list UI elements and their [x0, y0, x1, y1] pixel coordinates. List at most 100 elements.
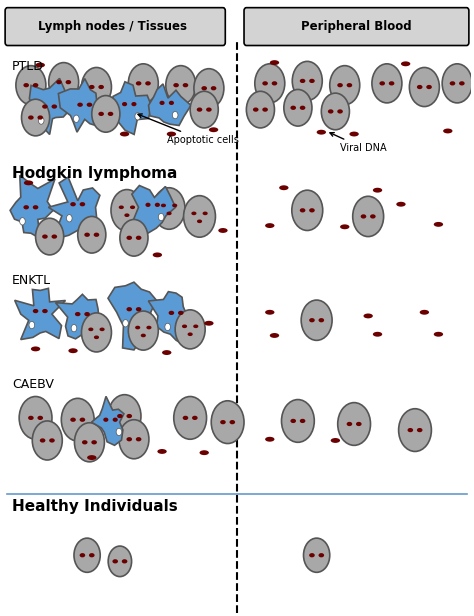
Ellipse shape [337, 83, 343, 87]
Circle shape [292, 190, 323, 230]
Circle shape [92, 95, 120, 132]
Ellipse shape [328, 109, 334, 113]
Ellipse shape [317, 130, 326, 135]
Circle shape [78, 216, 106, 253]
Circle shape [120, 219, 148, 256]
Circle shape [330, 66, 360, 105]
Polygon shape [58, 79, 104, 132]
Polygon shape [148, 291, 193, 346]
Ellipse shape [52, 105, 57, 108]
Circle shape [173, 111, 178, 119]
Ellipse shape [98, 85, 104, 89]
Ellipse shape [346, 83, 352, 87]
Ellipse shape [141, 334, 146, 338]
Ellipse shape [396, 202, 406, 206]
Text: Peripheral Blood: Peripheral Blood [301, 20, 412, 33]
Ellipse shape [98, 111, 104, 116]
Ellipse shape [135, 326, 140, 330]
Text: Healthy Individuals: Healthy Individuals [12, 499, 178, 514]
Circle shape [337, 403, 371, 445]
Ellipse shape [379, 81, 385, 86]
Circle shape [21, 99, 50, 136]
Circle shape [158, 213, 164, 221]
Ellipse shape [167, 132, 176, 137]
Circle shape [123, 320, 128, 327]
Ellipse shape [42, 235, 48, 239]
Circle shape [255, 64, 285, 103]
Ellipse shape [89, 553, 95, 557]
Ellipse shape [124, 213, 129, 217]
Ellipse shape [262, 81, 268, 86]
Ellipse shape [37, 416, 43, 420]
Ellipse shape [270, 60, 279, 65]
Ellipse shape [130, 206, 135, 209]
Ellipse shape [112, 559, 118, 564]
Ellipse shape [417, 85, 422, 89]
Ellipse shape [220, 420, 226, 424]
Ellipse shape [122, 559, 128, 564]
Ellipse shape [229, 420, 235, 424]
Ellipse shape [319, 553, 324, 557]
Ellipse shape [373, 188, 382, 193]
Circle shape [282, 400, 314, 442]
Ellipse shape [361, 214, 366, 219]
Ellipse shape [75, 312, 81, 316]
Circle shape [166, 66, 196, 105]
Ellipse shape [364, 314, 373, 318]
Ellipse shape [94, 233, 99, 237]
Ellipse shape [173, 83, 179, 87]
Ellipse shape [434, 332, 443, 337]
Ellipse shape [23, 205, 29, 209]
Polygon shape [29, 78, 70, 134]
Ellipse shape [145, 81, 151, 86]
Ellipse shape [408, 428, 413, 432]
Ellipse shape [373, 332, 382, 337]
Ellipse shape [178, 310, 183, 315]
Ellipse shape [33, 205, 38, 209]
Ellipse shape [253, 107, 258, 111]
Ellipse shape [70, 418, 76, 422]
Ellipse shape [300, 79, 305, 83]
Ellipse shape [346, 422, 352, 426]
Text: Lymph nodes / Tissues: Lymph nodes / Tissues [38, 20, 187, 33]
Ellipse shape [89, 85, 95, 89]
Circle shape [66, 214, 72, 222]
Circle shape [372, 64, 402, 103]
Ellipse shape [192, 416, 198, 420]
Polygon shape [132, 185, 175, 233]
Ellipse shape [426, 85, 432, 89]
Text: ENKTL: ENKTL [12, 274, 51, 287]
Circle shape [246, 91, 274, 128]
Circle shape [211, 401, 244, 444]
Ellipse shape [65, 80, 71, 84]
Ellipse shape [291, 419, 296, 423]
Ellipse shape [450, 81, 456, 86]
Ellipse shape [182, 416, 188, 420]
Text: Viral DNA: Viral DNA [330, 132, 387, 153]
Polygon shape [15, 288, 65, 339]
Ellipse shape [77, 103, 83, 107]
Ellipse shape [84, 312, 90, 316]
Ellipse shape [265, 310, 274, 315]
Circle shape [410, 68, 439, 107]
Polygon shape [91, 396, 124, 445]
Ellipse shape [169, 101, 174, 105]
Ellipse shape [309, 553, 315, 557]
Circle shape [71, 325, 77, 332]
Circle shape [321, 93, 349, 130]
Circle shape [128, 64, 158, 103]
Ellipse shape [100, 328, 105, 331]
Ellipse shape [136, 81, 141, 86]
Ellipse shape [389, 81, 394, 86]
Ellipse shape [146, 203, 151, 207]
Ellipse shape [120, 132, 129, 137]
Ellipse shape [118, 206, 124, 209]
Ellipse shape [103, 418, 109, 422]
Circle shape [32, 421, 62, 460]
Circle shape [19, 217, 25, 225]
Ellipse shape [157, 449, 167, 454]
Ellipse shape [211, 86, 217, 91]
Ellipse shape [419, 310, 429, 315]
Ellipse shape [309, 318, 315, 322]
Ellipse shape [122, 102, 127, 106]
